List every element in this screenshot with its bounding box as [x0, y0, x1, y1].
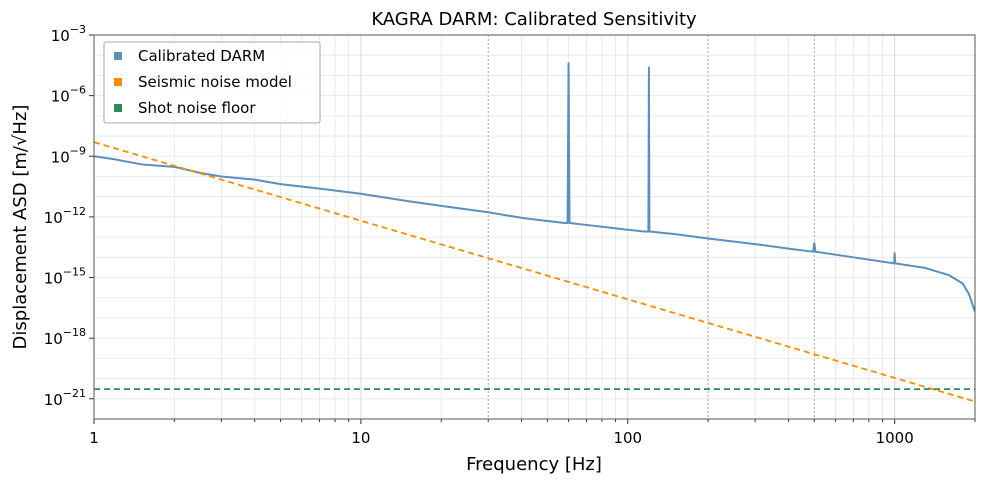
legend-swatch: [114, 78, 122, 86]
plot-frame: [93, 34, 976, 420]
axis-ticks: 1 10 100 1000 10−21 10−18 10−15 10−12 10−9 10−6 10…: [44, 23, 976, 447]
x-tick-label: 1: [89, 429, 99, 447]
legend-label: Shot noise floor: [138, 99, 256, 117]
chart-title: KAGRA DARM: Calibrated Sensitivity: [371, 9, 697, 30]
x-tick-label: 100: [613, 429, 642, 447]
plot-series: [94, 62, 975, 403]
legend-swatch: [114, 52, 122, 60]
series-line-1: [94, 141, 975, 403]
y-tick-label: 10−9: [51, 144, 86, 166]
y-tick-label: 10−15: [44, 266, 86, 288]
x-tick-label: 1000: [876, 429, 914, 447]
legend-label: Calibrated DARM: [138, 47, 265, 65]
x-axis-label: Frequency [Hz]: [466, 454, 602, 475]
y-tick-label: 10−3: [51, 23, 86, 45]
legend: Calibrated DARM Seismic noise model Shot n…: [103, 41, 321, 124]
y-tick-label: 10−6: [51, 84, 86, 106]
y-tick-label: 10−21: [44, 387, 86, 409]
series-line-0: [94, 62, 975, 313]
legend-box: [103, 41, 321, 124]
y-tick-label: 10−18: [44, 326, 86, 348]
x-tick-label: 10: [351, 429, 370, 447]
legend-swatch: [114, 104, 122, 112]
y-axis-label: Displacement ASD [m/√Hz]: [10, 105, 31, 350]
legend-label: Seismic noise model: [138, 73, 292, 91]
y-tick-label: 10−12: [44, 205, 86, 227]
